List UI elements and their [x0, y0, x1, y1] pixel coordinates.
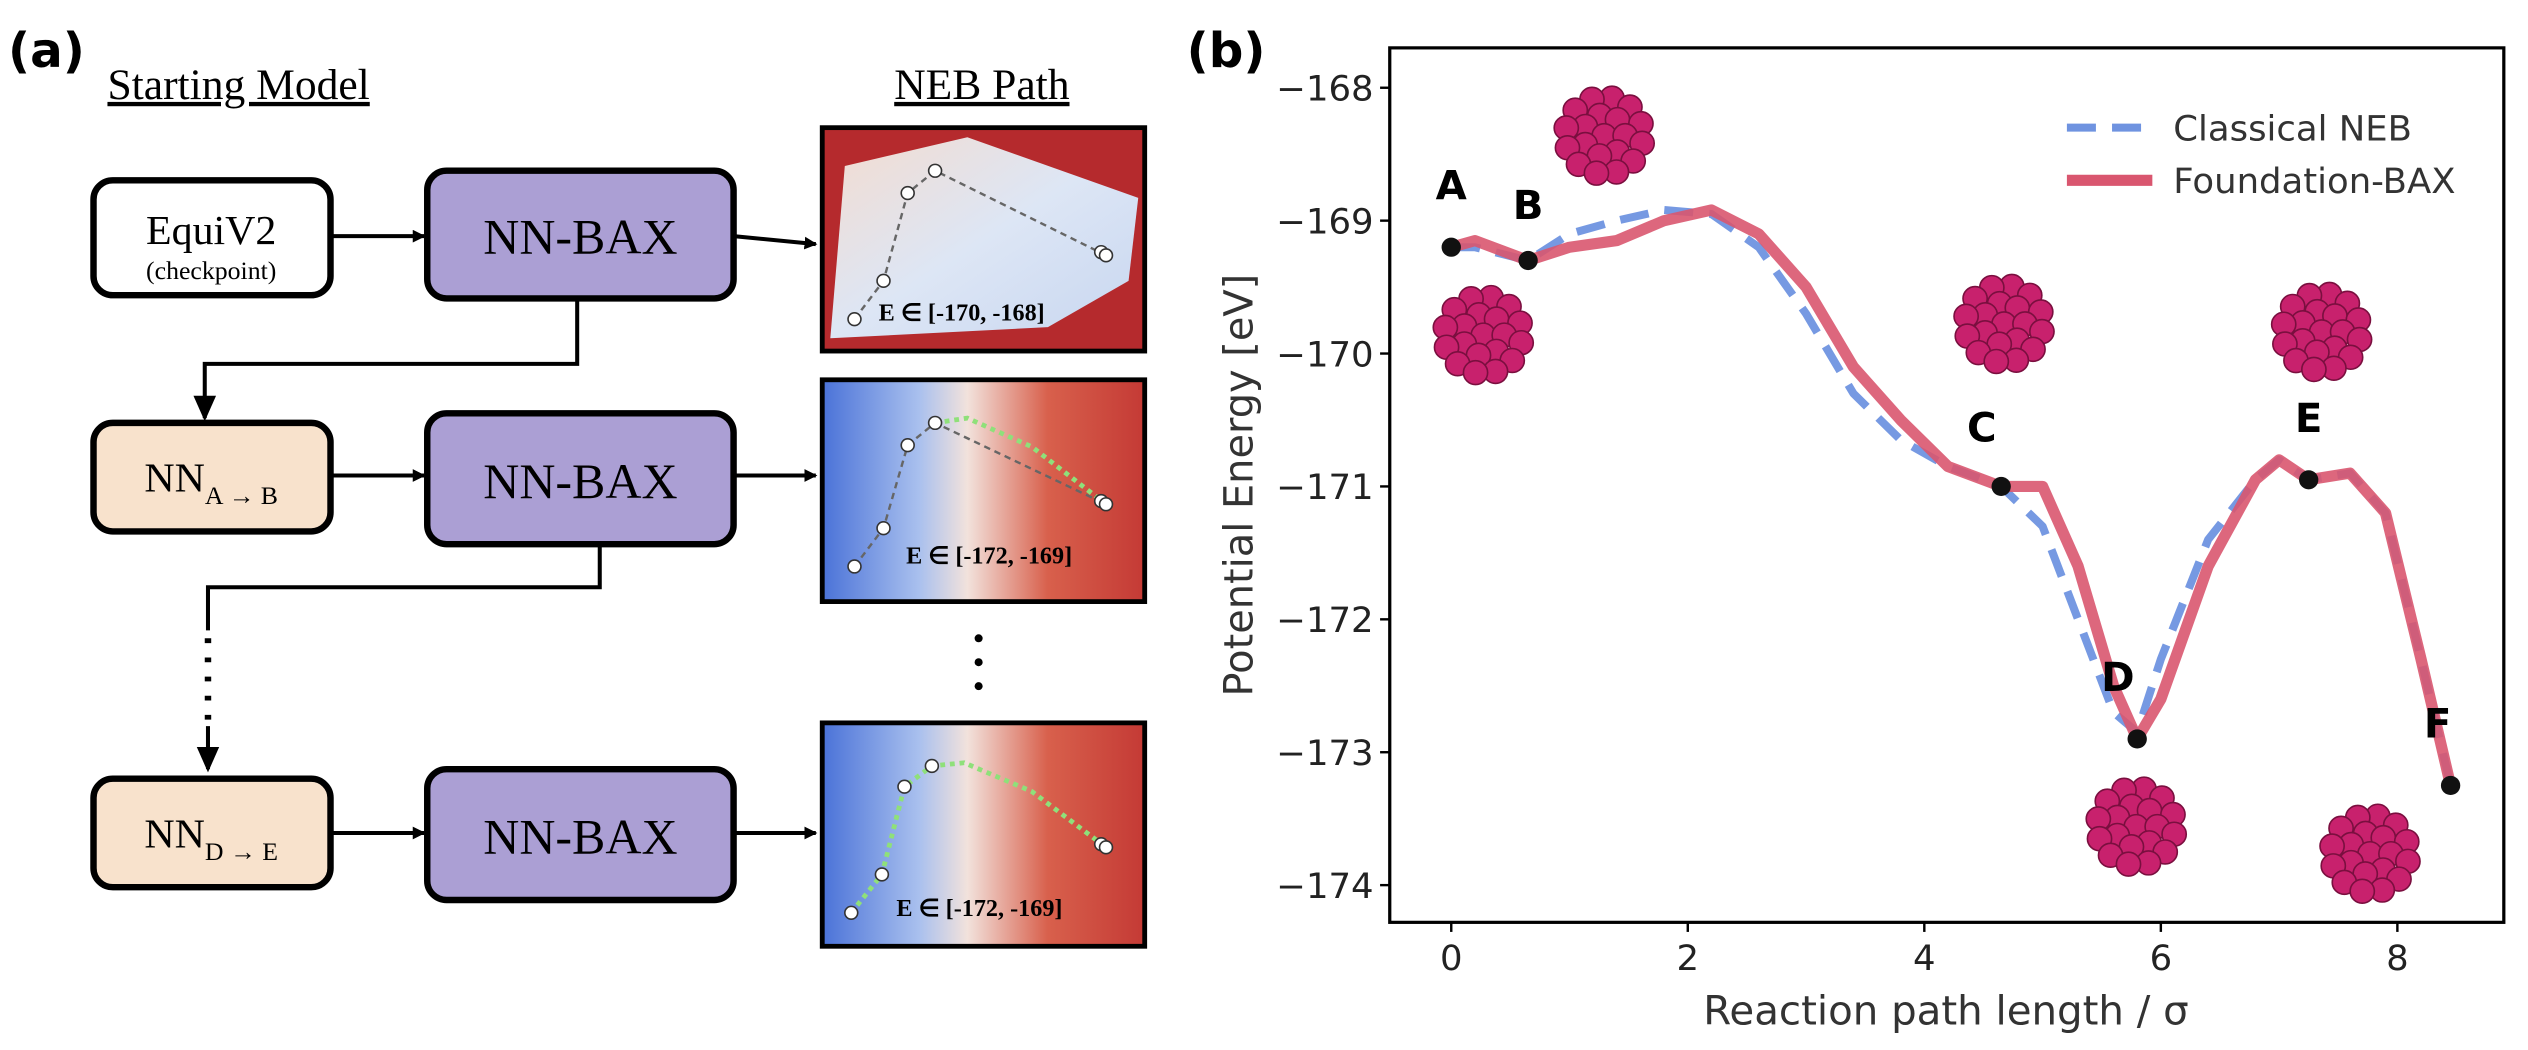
path-points — [844, 758, 1114, 920]
y-axis-label: Potential Energy [eV] — [1217, 274, 1263, 697]
atom — [1583, 160, 1610, 186]
model-subscript: A → B — [205, 481, 278, 510]
cluster-image — [1953, 273, 2055, 375]
y-tick-label: −173 — [1276, 733, 1373, 774]
model-box — [90, 419, 334, 535]
energy-range: E ∈ [-170, -168] — [879, 301, 1045, 327]
model-box — [90, 775, 334, 891]
x-tick-label: 6 — [2150, 938, 2173, 979]
ellipsis — [974, 634, 983, 691]
model-sublabel: (checkpoint) — [146, 256, 276, 285]
model-subscript: D → E — [205, 837, 278, 866]
atom — [1983, 348, 2010, 375]
legend-label: Foundation-BAX — [2173, 161, 2455, 202]
energy-range: E ∈ [-172, -169] — [906, 543, 1072, 569]
state-label: C — [1967, 406, 1997, 452]
heatmap-bg — [819, 720, 1148, 949]
state-label: F — [2424, 702, 2452, 748]
state-point — [2127, 729, 2147, 749]
processor-box — [424, 167, 737, 302]
y-tick-label: −171 — [1276, 467, 1373, 508]
state-label: D — [2101, 655, 2134, 701]
path-points — [847, 163, 1114, 327]
processor-label: NN-BAX — [483, 454, 677, 509]
y-tick-label: −169 — [1276, 202, 1373, 243]
state-label: E — [2295, 396, 2323, 442]
x-tick-label: 8 — [2386, 938, 2409, 979]
atom — [2115, 851, 2142, 877]
plot-frame — [1388, 46, 2506, 924]
model-label: EquiV2 — [146, 208, 276, 254]
atom — [2349, 878, 2376, 905]
panel-label: (b) — [1187, 23, 1266, 79]
cluster-image — [2085, 776, 2188, 877]
atom — [1462, 359, 1489, 386]
connector — [193, 298, 580, 422]
model-name: NN — [144, 456, 205, 502]
state-label: A — [1436, 164, 1467, 210]
panel-label: (a) — [8, 23, 85, 79]
x-tick-label: 2 — [1677, 938, 1700, 979]
state-point — [2299, 470, 2319, 490]
arrows — [193, 229, 818, 840]
y-tick-label: −168 — [1276, 69, 1373, 110]
atom — [2301, 356, 2327, 383]
column-title: Starting Model — [107, 61, 369, 109]
state-point — [1441, 237, 1461, 257]
model-label: NND → E — [144, 812, 278, 867]
x-tick-label: 0 — [1440, 938, 1463, 979]
y-tick-label: −172 — [1276, 600, 1373, 641]
state-point — [1518, 250, 1538, 271]
connector — [205, 544, 602, 631]
state-label: B — [1513, 183, 1544, 229]
y-tick-label: −170 — [1276, 334, 1373, 375]
state-point — [1991, 476, 2011, 497]
processor-label: NN-BAX — [483, 210, 677, 265]
state-point — [2440, 775, 2461, 796]
path-points — [847, 415, 1114, 574]
model-label: NNA → B — [144, 456, 278, 511]
legend-label: Classical NEB — [2173, 109, 2412, 150]
cluster-image — [1432, 284, 1535, 386]
processor: NN-BAX NN-BAX NN-BAX — [424, 167, 737, 904]
cluster-image — [2319, 803, 2421, 905]
x-axis-label: Reaction path length / σ — [1703, 989, 2188, 1035]
column-title: NEB Path — [894, 61, 1070, 109]
x-tick-label: 4 — [1913, 938, 1936, 979]
cluster-image — [1553, 85, 1656, 186]
processor-box — [424, 410, 737, 548]
path-line — [934, 415, 1108, 507]
cluster-image — [2270, 281, 2373, 383]
processor-label: NN-BAX — [483, 810, 677, 865]
model-name: NN — [144, 812, 205, 858]
y-tick-label: −174 — [1276, 866, 1373, 907]
heatmap: E ∈ [-170, -168] E ∈ [-172, -169] E ∈ [-… — [819, 125, 1148, 949]
arrow — [733, 234, 818, 250]
energy-range: E ∈ [-172, -169] — [896, 896, 1062, 922]
